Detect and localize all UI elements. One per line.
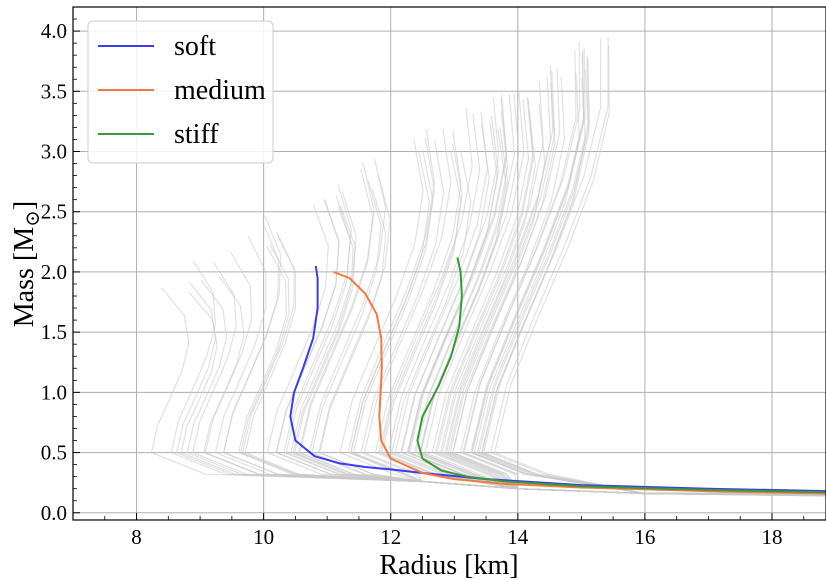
y-tick-label: 3.5 (41, 79, 67, 103)
x-tick-label: 16 (634, 525, 655, 549)
y-axis-title-sub: ⊙ (22, 210, 44, 227)
y-tick-label: 4.0 (41, 19, 67, 43)
x-tick-label: 14 (507, 525, 529, 549)
y-axis-title: Mass [M⊙] (9, 201, 44, 327)
plot-frame (72, 6, 826, 521)
ticks: 8 10 12 14 16 18 0.0 0.5 1.0 1.5 2.0 2.5 3.0 3.5 4.0 (41, 18, 805, 549)
x-axis-title: Radius [km] (379, 550, 518, 580)
plot-frame-rect (72, 6, 826, 521)
y-tick-label: 0.0 (41, 501, 67, 525)
x-tick-label: 10 (253, 525, 274, 549)
series-line-soft (289, 265, 826, 493)
y-tick-label: 1.5 (41, 320, 67, 344)
ensemble-curves (150, 37, 826, 497)
y-tick-label: 2.5 (41, 200, 67, 224)
y-tick-label: 2.0 (41, 260, 67, 284)
y-axis-title-close: ] (9, 201, 40, 210)
legend-label-soft: soft (174, 31, 216, 62)
y-tick-label: 0.5 (41, 441, 67, 465)
ensemble-curve (150, 287, 826, 497)
series-lines (289, 257, 826, 495)
series-line-stiff (416, 257, 826, 494)
series-line-medium (333, 270, 826, 495)
ensemble-curve (493, 45, 826, 495)
legend-box (87, 20, 274, 164)
ensemble-curve (473, 74, 826, 495)
y-axis-title-main: Mass [M (9, 227, 40, 327)
x-tick-label: 12 (380, 525, 401, 549)
legend: soft medium stiff (87, 20, 274, 164)
legend-label-medium: medium (174, 75, 266, 106)
x-tick-label: 8 (131, 525, 142, 549)
y-tick-label: 3.0 (41, 140, 67, 164)
y-tick-label: 1.0 (41, 380, 67, 404)
x-tick-label: 18 (761, 525, 782, 549)
legend-label-stiff: stiff (174, 119, 219, 150)
